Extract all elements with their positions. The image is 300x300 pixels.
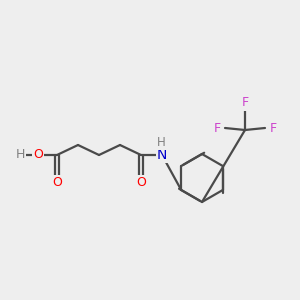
Text: F: F bbox=[213, 122, 220, 134]
Text: H: H bbox=[15, 148, 25, 161]
Text: O: O bbox=[136, 176, 146, 188]
Text: O: O bbox=[33, 148, 43, 161]
Text: O: O bbox=[52, 176, 62, 188]
Text: N: N bbox=[157, 148, 167, 162]
Text: F: F bbox=[269, 122, 277, 134]
Text: F: F bbox=[242, 97, 249, 110]
Text: H: H bbox=[157, 136, 165, 149]
